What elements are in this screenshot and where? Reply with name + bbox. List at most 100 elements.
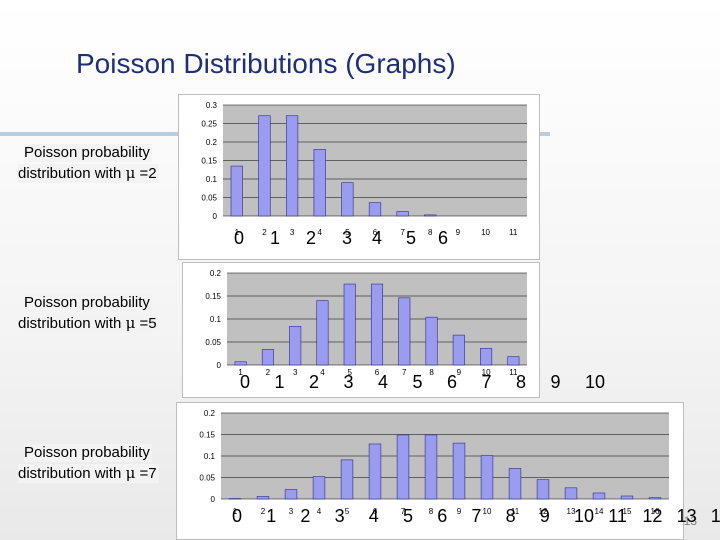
x-tick-label: 4 (317, 507, 322, 516)
poisson-chart-mu-2-svg: 0 0.05 0.1 0.15 0.2 0.25 0.3 1 2 3 4 5 6 7 8 9 10 11 (201, 101, 527, 237)
overlay-number-label: 12 (642, 506, 663, 526)
overlay-number-label: 13 (676, 506, 697, 526)
overlay-number-label: 5 (406, 228, 417, 248)
bar (261, 349, 274, 366)
x-tick-label: 4 (320, 368, 325, 377)
bar (480, 348, 493, 366)
x-tick-label: 6 (373, 228, 378, 237)
panel-3-label-suffix: =7 (135, 465, 157, 482)
overlay-number-label: 3 (334, 506, 345, 526)
overlay-number-label: 4 (372, 228, 383, 248)
x-tick-label: 3 (289, 507, 294, 516)
overlay-number-label: 6 (447, 372, 458, 392)
bar (368, 443, 382, 500)
overlay-number-label: 0 (240, 372, 251, 392)
mu-symbol: μ (125, 464, 136, 482)
x-tick-label: 14 (595, 507, 604, 516)
overlay-number-label: 9 (539, 506, 550, 526)
bar (370, 283, 384, 366)
x-tick-label: 2 (266, 368, 271, 377)
overlay-number-label: 8 (516, 372, 527, 392)
x-tick-label: 8 (428, 228, 433, 237)
mu-symbol: μ (125, 164, 136, 182)
overlay-number-label: 4 (378, 372, 389, 392)
overlay-number-label: 1 (274, 372, 285, 392)
bar (424, 214, 437, 217)
panel-2-label-suffix: =5 (135, 315, 157, 332)
y-tick-label: 0 (217, 361, 222, 370)
overlay-number-label: 14 (710, 506, 720, 526)
bar (256, 496, 270, 500)
overlay-number-label: 2 (309, 372, 320, 392)
overlay-number-label: 3 (342, 228, 353, 248)
bar (368, 202, 382, 217)
overlay-number-label: 1 (266, 506, 277, 526)
bar (536, 479, 550, 500)
mu-symbol: μ (125, 314, 136, 332)
x-tick-label: 13 (567, 507, 576, 516)
bar (480, 455, 494, 500)
bar (452, 442, 466, 500)
decorative-rule-right (538, 132, 550, 136)
bar (620, 495, 634, 500)
overlay-number-label: 0 (232, 506, 243, 526)
panel-2-label-line-2: distribution with μ =5 (18, 314, 159, 333)
y-tick-label: 0.2 (204, 409, 216, 418)
overlay-number-label: 5 (403, 506, 414, 526)
y-tick-label: 0.2 (206, 138, 218, 147)
x-tick-label: 7 (400, 228, 405, 237)
x-tick-label: 9 (457, 368, 462, 377)
overlay-number-label: 8 (505, 506, 516, 526)
bar (648, 497, 662, 500)
overlay-number-label: 3 (343, 372, 354, 392)
poisson-chart-mu-7-svg: 00.050.10.150.21 2 3 4 5 6 7 8 9 10 11 12 13 14 15 16 (199, 409, 669, 516)
x-tick-label: 9 (457, 507, 462, 516)
y-tick-label: 0.1 (204, 452, 216, 461)
x-tick-label: 10 (482, 368, 491, 377)
x-tick-label: 4 (318, 228, 323, 237)
x-tick-label: 11 (511, 507, 520, 516)
bar (312, 476, 326, 500)
overlay-number-label: 10 (574, 506, 595, 526)
panel-2-label-line-1: Poisson probability (24, 294, 152, 312)
overlay-number-label: 2 (300, 506, 311, 526)
poisson-chart-mu-7: 0 0.05 0.1 0.15 0.2 1 2 3 4 5 6 7 8 9 10 11 12 13 14 15 16 (176, 402, 684, 540)
bar (258, 115, 271, 217)
bar (564, 487, 578, 500)
x-tick-label: 9 (456, 228, 461, 237)
overlay-number-label: 1 (270, 228, 281, 248)
bar (230, 165, 243, 217)
overlay-number-label: 5 (412, 372, 423, 392)
x-tick-label: 8 (429, 368, 434, 377)
x-tick-label: 16 (651, 507, 660, 516)
overlay-number-label: 4 (368, 506, 379, 526)
poisson-chart-mu-2: 0 0.05 0.1 0.15 0.2 0.25 0.3 1 2 3 4 5 6 7 8 9 10 11 (178, 94, 540, 260)
x-tick-label: 10 (483, 507, 492, 516)
y-tick-label: 0.05 (201, 194, 217, 203)
y-tick-label: 0.15 (205, 292, 221, 301)
bar (424, 434, 438, 500)
x-tick-label: 3 (290, 228, 295, 237)
overlay-number-label: 11 (608, 506, 627, 526)
y-tick-label: 0 (211, 495, 216, 504)
x-tick-label: 7 (401, 507, 406, 516)
slide-title: Poisson Distributions (Graphs) (76, 48, 456, 79)
x-tick-label: 11 (509, 228, 518, 237)
overlay-number-label: 7 (471, 506, 482, 526)
x-tick-label: 6 (373, 507, 378, 516)
y-tick-label: 0.05 (199, 474, 215, 483)
overlay-number-label: 6 (438, 228, 449, 248)
bar (340, 459, 354, 500)
poisson-chart-mu-5: 0 0.05 0.1 0.15 0.2 1 2 3 4 5 6 7 8 9 10 11 (182, 262, 540, 398)
y-tick-label: 0.25 (201, 120, 217, 129)
y-tick-label: 0.05 (205, 338, 221, 347)
x-tick-label: 6 (375, 368, 380, 377)
y-tick-label: 0.1 (206, 175, 218, 184)
panel-3-label-prefix: distribution with (18, 465, 126, 482)
y-tick-label: 0.3 (206, 101, 218, 110)
bar (425, 316, 438, 366)
x-tick-label: 11 (509, 368, 518, 377)
x-tick-label: 1 (238, 368, 243, 377)
bar (396, 211, 409, 217)
poisson-chart-mu-5-svg: 0 0.05 0.1 0.15 0.2 1 2 3 4 5 6 7 8 9 10 11 (205, 269, 527, 377)
